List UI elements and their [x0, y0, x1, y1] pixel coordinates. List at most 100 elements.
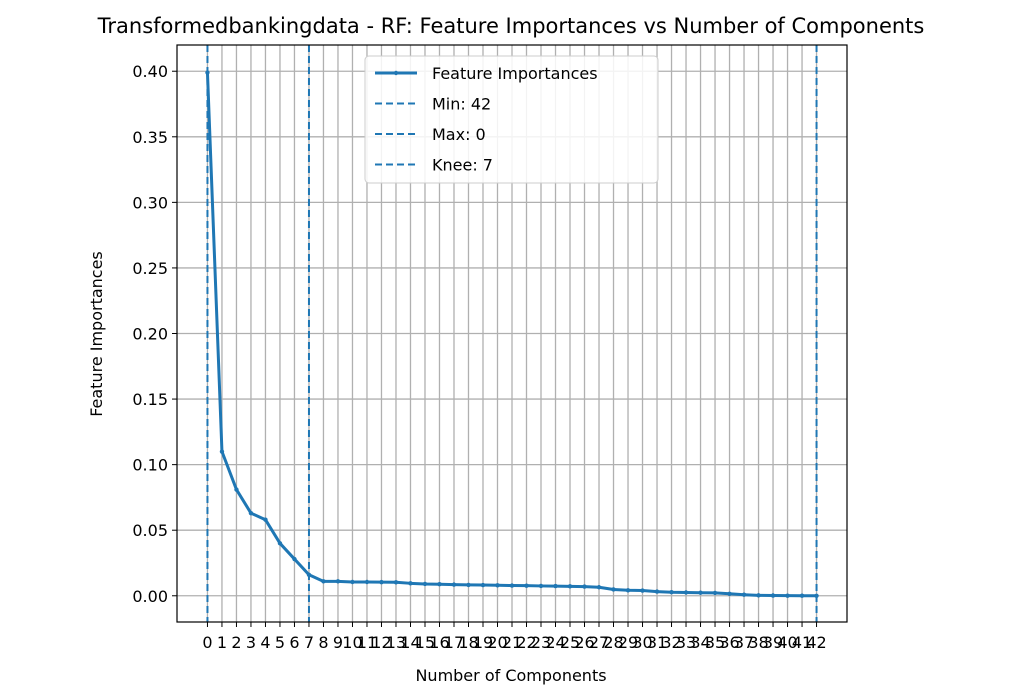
data-point	[321, 579, 326, 584]
data-point	[350, 579, 355, 585]
data-point	[451, 582, 457, 587]
y-tick-label: 0.10	[132, 456, 168, 475]
y-tick-label: 0.20	[132, 325, 168, 344]
data-point	[785, 593, 790, 598]
x-tick-label: 39	[763, 633, 783, 652]
x-tick-label: 9	[333, 633, 343, 652]
x-tick-label: 4	[260, 633, 270, 652]
x-tick-label: 37	[734, 633, 754, 652]
legend: Feature Importances Min: 42 Max: 0 Knee: 7	[364, 55, 659, 184]
x-tick-label: 1	[217, 633, 227, 652]
data-point	[480, 582, 486, 588]
y-tick-label: 0.00	[132, 587, 168, 606]
x-tick-label: 35	[705, 633, 725, 652]
x-tick-label: 0	[202, 633, 212, 652]
y-tick-label: 0.40	[132, 62, 168, 81]
data-point	[654, 589, 660, 594]
data-point	[379, 579, 384, 585]
x-tick-label: 38	[748, 633, 768, 652]
data-point	[234, 487, 239, 492]
data-point	[799, 593, 805, 598]
data-point	[756, 593, 761, 598]
x-tick-label: 41	[792, 633, 812, 652]
x-tick-label: 6	[289, 633, 299, 652]
data-point	[741, 592, 747, 597]
x-tick-label: 19	[473, 633, 493, 652]
x-tick-label: 7	[304, 633, 314, 652]
y-tick-label: 0.30	[132, 193, 168, 212]
x-tick-label: 12	[371, 633, 391, 652]
y-tick-label: 0.15	[132, 390, 168, 409]
data-point	[712, 590, 718, 596]
data-point	[727, 591, 732, 597]
data-point	[437, 582, 442, 587]
x-axis-label: Number of Components	[415, 666, 606, 685]
data-point	[495, 583, 500, 588]
x-tick-label: 32	[661, 633, 681, 652]
data-point	[292, 556, 297, 562]
data-point	[263, 517, 268, 522]
x-tick-label: 13	[386, 633, 406, 652]
x-tick-label: 20	[487, 633, 507, 652]
x-tick-label: 3	[246, 633, 256, 652]
data-point	[683, 590, 689, 595]
x-tick-label: 34	[690, 633, 710, 652]
legend-label: Feature Importances	[432, 64, 598, 83]
data-point	[393, 580, 399, 585]
x-tick-label: 5	[275, 633, 285, 652]
data-point	[553, 583, 558, 589]
x-tick-label: 29	[618, 633, 638, 652]
x-tick-label: 24	[545, 633, 565, 652]
data-point	[277, 541, 283, 546]
data-point	[770, 593, 776, 598]
x-tick-label: 27	[589, 633, 609, 652]
data-point	[306, 572, 312, 577]
data-point	[538, 583, 544, 589]
series-lines	[205, 70, 819, 598]
data-point	[335, 579, 341, 584]
x-tick-label: 21	[502, 633, 522, 652]
x-tick-label: 14	[400, 633, 420, 652]
x-tick-label: 30	[632, 633, 652, 652]
legend-label: Max: 0	[432, 125, 486, 144]
data-point	[524, 583, 529, 588]
data-point	[596, 585, 602, 590]
data-point	[422, 581, 428, 587]
data-point	[669, 590, 674, 595]
x-tick-label: 42	[806, 633, 826, 652]
x-tick-label: 40	[777, 633, 797, 652]
legend-marker	[393, 70, 399, 76]
data-point	[509, 583, 515, 588]
data-point	[364, 579, 370, 585]
x-axis-ticks: 0 1 2 3 4 5 6 7 8 9 101112131415161718192021222324…	[202, 622, 827, 652]
y-tick-label: 0.35	[132, 128, 168, 147]
x-tick-label: 25	[560, 633, 580, 652]
x-tick-label: 18	[458, 633, 478, 652]
data-point	[582, 584, 587, 589]
data-point	[248, 510, 254, 516]
data-point	[611, 587, 616, 592]
y-axis-label: Feature Importances	[87, 251, 106, 417]
data-point	[567, 584, 573, 589]
x-tick-label: 23	[531, 633, 551, 652]
data-point	[814, 593, 819, 598]
x-tick-label: 10	[342, 633, 362, 652]
data-point	[219, 449, 225, 454]
data-point	[408, 581, 413, 586]
x-tick-label: 17	[444, 633, 464, 652]
data-point	[625, 588, 631, 593]
x-tick-label: 8	[318, 633, 328, 652]
y-tick-label: 0.25	[132, 259, 168, 278]
x-tick-label: 33	[676, 633, 696, 652]
x-tick-label: 11	[357, 633, 377, 652]
data-point	[466, 582, 471, 588]
legend-label: Min: 42	[432, 95, 491, 114]
x-tick-label: 22	[516, 633, 536, 652]
data-point	[698, 590, 703, 595]
x-tick-label: 16	[429, 633, 449, 652]
y-axis-ticks: 0.00 0.05 0.10 0.15 0.20 0.25 0.30 0.35 0.40	[132, 62, 177, 606]
x-tick-label: 36	[719, 633, 739, 652]
x-tick-label: 31	[647, 633, 667, 652]
data-point	[640, 588, 645, 593]
legend-box	[364, 55, 659, 184]
